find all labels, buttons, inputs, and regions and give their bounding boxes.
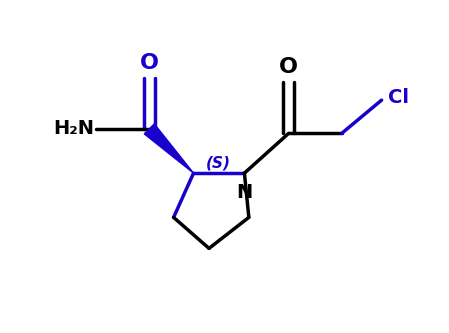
- Text: H₂N: H₂N: [53, 120, 94, 139]
- Text: (S): (S): [205, 156, 230, 170]
- Polygon shape: [144, 124, 194, 173]
- Text: O: O: [140, 53, 159, 73]
- Text: Cl: Cl: [388, 89, 409, 108]
- Text: N: N: [236, 183, 252, 202]
- Text: O: O: [279, 57, 298, 77]
